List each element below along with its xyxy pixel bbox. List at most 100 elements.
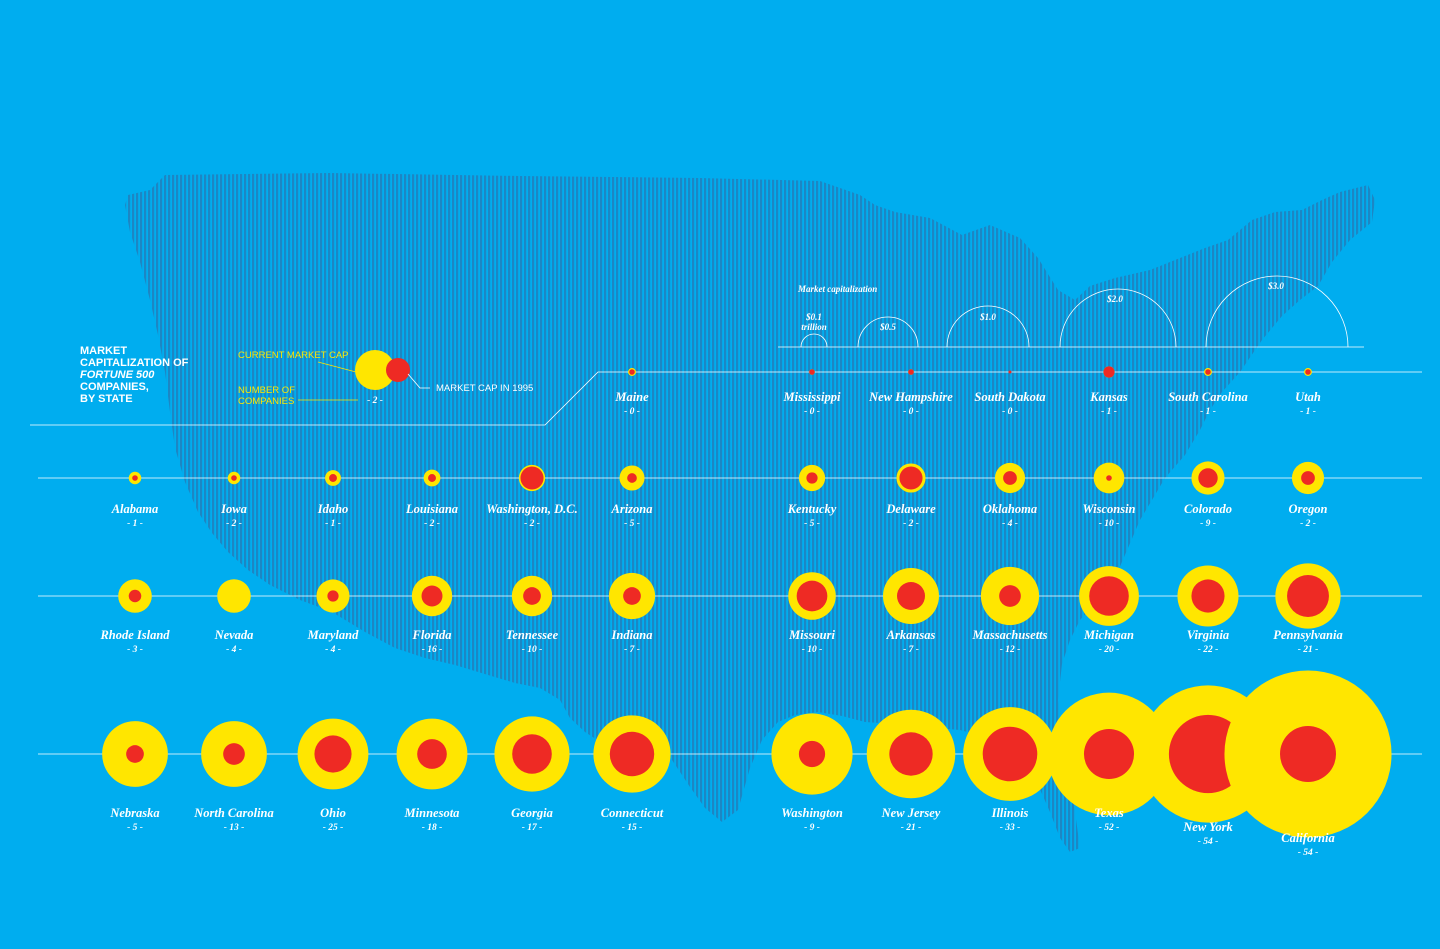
market-cap-1995-bubble — [806, 472, 818, 484]
state-label: Maine — [614, 390, 649, 404]
company-count-label: - 20 - — [1099, 645, 1120, 655]
legend-1995-circle — [386, 358, 410, 382]
scale-title: Market capitalization — [797, 284, 877, 294]
company-count-label: - 17 - — [522, 823, 543, 833]
market-cap-1995-bubble — [417, 739, 447, 769]
company-count-label: - 1 - — [1101, 407, 1117, 417]
title-line: MARKET — [80, 345, 127, 357]
market-cap-1995-bubble — [1305, 369, 1311, 375]
legend-sample-count: - 2 - — [367, 396, 383, 406]
company-count-label: - 54 - — [1198, 837, 1219, 847]
state-label: Michigan — [1083, 628, 1134, 642]
company-count-label: - 5 - — [624, 519, 640, 529]
company-count-label: - 3 - — [127, 645, 143, 655]
state-label: Utah — [1295, 390, 1321, 404]
market-cap-1995-bubble — [1103, 366, 1115, 378]
state-label: Pennsylvania — [1273, 628, 1342, 642]
company-count-label: - 4 - — [1002, 519, 1018, 529]
scale-arc — [1059, 288, 1177, 348]
market-cap-1995-bubble — [809, 369, 815, 375]
state-label: Arkansas — [886, 628, 936, 642]
company-count-label: - 2 - — [424, 519, 440, 529]
state-label: New York — [1182, 820, 1233, 834]
company-count-label: - 10 - — [802, 645, 823, 655]
state-label: Idaho — [317, 502, 349, 516]
state-label: Massachusetts — [971, 628, 1047, 642]
market-cap-1995-bubble — [999, 585, 1021, 607]
state-label: Washington — [781, 806, 843, 820]
company-count-label: - 13 - — [224, 823, 245, 833]
state-label: Georgia — [511, 806, 553, 820]
market-cap-1995-bubble — [1003, 471, 1017, 485]
bubble-rows: Maine - 0 - Mississippi - 0 - New Hampshire -… — [38, 366, 1422, 858]
company-count-label: - 21 - — [901, 823, 922, 833]
state-label: Tennessee — [506, 628, 559, 642]
market-cap-1995-bubble — [428, 474, 436, 482]
title-line: CAPITALIZATION OF — [80, 357, 189, 369]
us-map-silhouette — [125, 173, 1375, 852]
market-cap-1995-bubble — [520, 466, 544, 490]
company-count-label: - 52 - — [1099, 823, 1120, 833]
state-label: Oregon — [1289, 502, 1328, 516]
company-count-label: - 1 - — [1300, 407, 1316, 417]
market-cap-1995-bubble — [126, 745, 144, 763]
market-cap-1995-bubble — [897, 582, 925, 610]
state-label: Rhode Island — [99, 628, 170, 642]
company-count-label: - 54 - — [1298, 848, 1319, 858]
state-label: California — [1281, 831, 1335, 845]
market-cap-1995-bubble — [889, 732, 933, 776]
state-label: Florida — [412, 628, 452, 642]
company-count-label: - 18 - — [422, 823, 443, 833]
company-count-label: - 5 - — [127, 823, 143, 833]
market-cap-1995-bubble — [1083, 728, 1135, 780]
market-cap-1995-bubble — [1287, 575, 1329, 617]
current-market-cap-bubble — [217, 579, 251, 613]
scale-label: $0.1 — [805, 312, 822, 322]
market-cap-1995-bubble — [1205, 369, 1211, 375]
title-line: COMPANIES, — [80, 381, 149, 393]
company-count-label: - 2 - — [226, 519, 242, 529]
company-count-label: - 4 - — [226, 645, 242, 655]
legend-1995-label: MARKET CAP IN 1995 — [436, 383, 533, 394]
company-count-label: - 2 - — [524, 519, 540, 529]
company-count-label: - 0 - — [1002, 407, 1018, 417]
state-label: Texas — [1094, 806, 1124, 820]
company-count-label: - 16 - — [422, 645, 443, 655]
state-label: Connecticut — [601, 806, 664, 820]
scale-label: $0.5 — [879, 322, 896, 332]
state-label: Oklahoma — [983, 502, 1037, 516]
legend-leader-1995 — [407, 373, 430, 389]
market-cap-1995-bubble — [128, 589, 142, 603]
legend-current-label: CURRENT MARKET CAP — [238, 350, 349, 361]
market-cap-1995-bubble — [1106, 475, 1112, 481]
state-label: Virginia — [1187, 628, 1229, 642]
company-count-label: - 4 - — [325, 645, 341, 655]
chart-title: MARKET CAPITALIZATION OF FORTUNE 500 COM… — [80, 345, 189, 405]
state-label: New Hampshire — [868, 390, 953, 404]
state-label: New Jersey — [881, 806, 941, 820]
scale-arc — [946, 305, 1030, 348]
state-label: Iowa — [220, 502, 247, 516]
legend-count-label: NUMBER OF — [238, 385, 295, 396]
title-line: BY STATE — [80, 393, 133, 405]
size-scale-key: Market capitalization $0.1 trillion $0.5… — [778, 275, 1364, 348]
market-cap-1995-bubble — [1198, 468, 1218, 488]
company-count-label: - 25 - — [323, 823, 344, 833]
state-label: Maryland — [307, 628, 359, 642]
state-label: Missouri — [788, 628, 835, 642]
company-count-label: - 1 - — [325, 519, 341, 529]
company-count-label: - 2 - — [903, 519, 919, 529]
market-cap-1995-bubble — [1191, 579, 1225, 613]
state-label: Nevada — [214, 628, 254, 642]
legend-current-circle — [355, 350, 395, 390]
state-label: Ohio — [320, 806, 346, 820]
company-count-label: - 1 - — [1200, 407, 1216, 417]
market-cap-1995-bubble — [609, 731, 655, 777]
state-label: Illinois — [991, 806, 1029, 820]
state-label: Indiana — [611, 628, 653, 642]
market-cap-1995-bubble — [327, 590, 339, 602]
market-cap-1995-bubble — [798, 740, 826, 768]
scale-arc — [1205, 275, 1349, 348]
company-count-label: - 21 - — [1298, 645, 1319, 655]
